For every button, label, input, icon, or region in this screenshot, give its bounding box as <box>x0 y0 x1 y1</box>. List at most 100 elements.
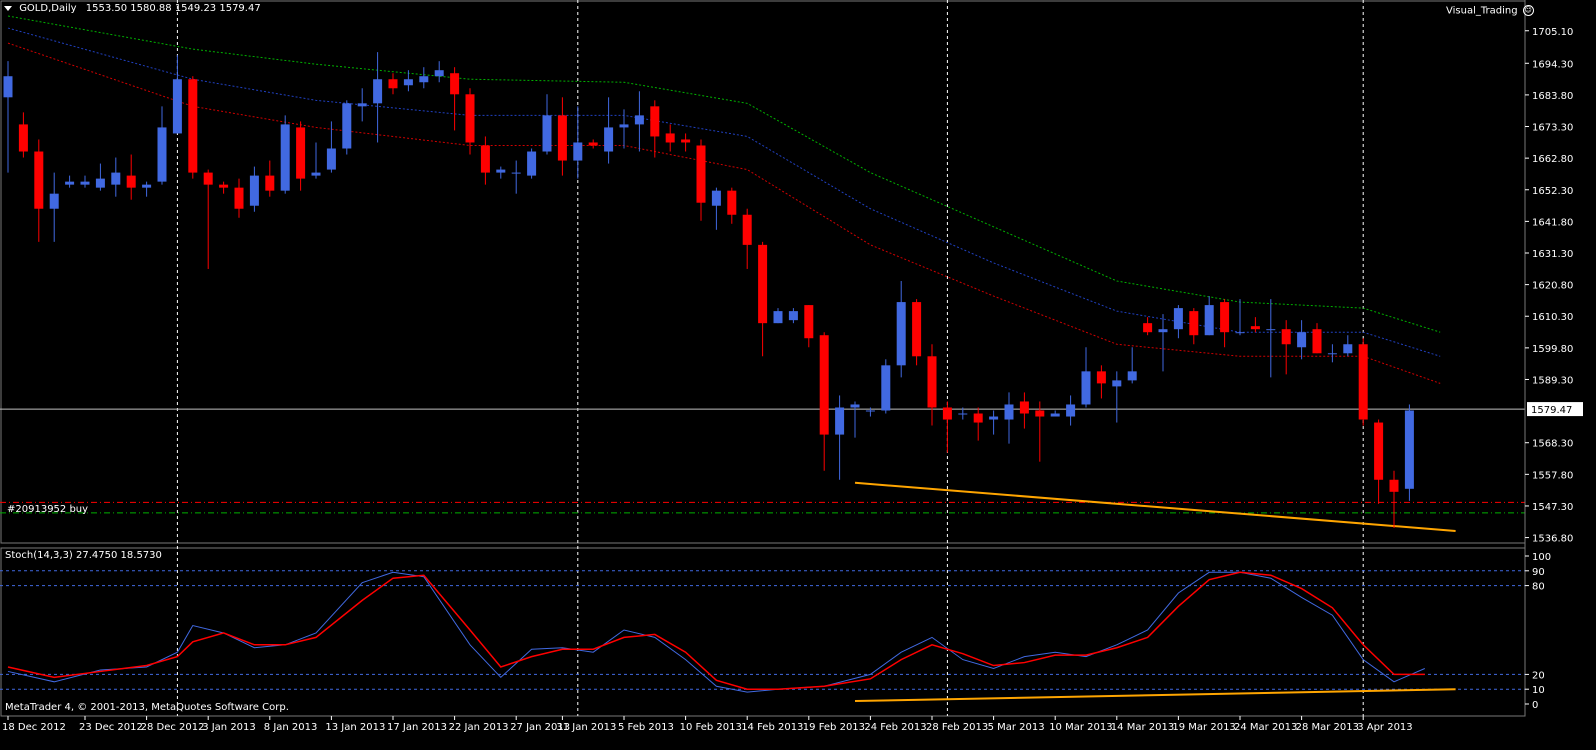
candle[interactable] <box>1081 347 1091 408</box>
candle[interactable] <box>958 407 968 420</box>
candle[interactable] <box>249 166 259 212</box>
candle[interactable] <box>835 395 845 480</box>
candle[interactable] <box>788 308 798 324</box>
candle[interactable] <box>34 139 44 242</box>
candle[interactable] <box>296 121 306 191</box>
stoch-main-line[interactable] <box>7 571 1425 693</box>
candle[interactable] <box>865 407 875 417</box>
candle[interactable] <box>1019 392 1029 429</box>
candle[interactable] <box>126 154 136 200</box>
candle[interactable] <box>1112 371 1122 423</box>
candle[interactable] <box>465 88 475 155</box>
candle[interactable] <box>1235 299 1245 336</box>
candle[interactable] <box>1374 419 1384 504</box>
candle[interactable] <box>234 178 244 218</box>
candle[interactable] <box>1389 470 1399 528</box>
candle[interactable] <box>1158 314 1168 372</box>
candle[interactable] <box>1173 305 1183 339</box>
candle[interactable] <box>496 166 506 179</box>
candle[interactable] <box>850 401 860 438</box>
candle[interactable] <box>1358 338 1368 426</box>
candle[interactable] <box>1096 365 1106 399</box>
candle[interactable] <box>311 142 321 179</box>
candle[interactable] <box>219 181 229 194</box>
candle[interactable] <box>80 175 90 188</box>
candle[interactable] <box>912 299 922 366</box>
candle[interactable] <box>727 187 737 224</box>
candle[interactable] <box>95 163 105 191</box>
candle[interactable] <box>172 55 182 134</box>
order-label[interactable]: #20913952 buy <box>7 504 89 515</box>
candle[interactable] <box>65 175 75 188</box>
candle[interactable] <box>1281 320 1291 375</box>
candle[interactable] <box>434 61 444 83</box>
candle[interactable] <box>111 157 121 197</box>
candle[interactable] <box>1004 392 1014 444</box>
candle[interactable] <box>942 401 952 453</box>
candle[interactable] <box>634 91 644 152</box>
candle[interactable] <box>681 133 691 152</box>
candle[interactable] <box>527 148 537 179</box>
candle[interactable] <box>357 88 367 122</box>
candle[interactable] <box>1066 395 1076 426</box>
stoch-trendline[interactable] <box>854 688 1456 703</box>
candle[interactable] <box>49 172 59 242</box>
candle[interactable] <box>157 106 167 185</box>
current-price-tag[interactable] <box>1527 402 1583 417</box>
candle[interactable] <box>1327 344 1337 363</box>
candle[interactable] <box>480 136 490 185</box>
candle[interactable] <box>142 181 152 197</box>
candle[interactable] <box>1220 299 1230 348</box>
candle[interactable] <box>203 169 213 269</box>
candle[interactable] <box>18 112 28 158</box>
candle[interactable] <box>819 332 829 471</box>
candle[interactable] <box>927 344 937 426</box>
candle[interactable] <box>604 97 614 164</box>
candle[interactable] <box>450 67 460 131</box>
candle[interactable] <box>326 121 336 173</box>
candle[interactable] <box>1204 296 1214 336</box>
candle[interactable] <box>758 241 768 357</box>
candle[interactable] <box>665 124 675 152</box>
trendline[interactable] <box>854 481 1456 532</box>
candle[interactable] <box>1250 317 1260 333</box>
candle[interactable] <box>650 100 660 158</box>
candle[interactable] <box>573 106 583 179</box>
candle[interactable] <box>773 308 783 324</box>
candle[interactable] <box>419 67 429 89</box>
candle[interactable] <box>403 70 413 92</box>
candle[interactable] <box>804 305 814 348</box>
candle[interactable] <box>557 97 567 176</box>
candle[interactable] <box>1266 299 1276 378</box>
candle[interactable] <box>711 187 721 230</box>
candle[interactable] <box>1143 317 1153 336</box>
candle[interactable] <box>542 94 552 155</box>
candle[interactable] <box>342 100 352 155</box>
candle[interactable] <box>1404 404 1414 501</box>
candle[interactable] <box>881 359 891 414</box>
candle[interactable] <box>896 281 906 378</box>
candle[interactable] <box>188 76 198 179</box>
triangle-down-icon[interactable] <box>4 5 12 11</box>
candle[interactable] <box>1050 410 1060 417</box>
candle[interactable] <box>989 410 999 435</box>
candle[interactable] <box>588 139 598 149</box>
candle[interactable] <box>3 61 13 173</box>
candle[interactable] <box>1127 347 1137 384</box>
moving-average-line[interactable] <box>7 27 1441 357</box>
candle[interactable] <box>696 139 706 221</box>
indicator-label[interactable]: Stoch(14,3,3) 27.4750 18.5730 <box>5 550 162 561</box>
candle[interactable] <box>1035 401 1045 462</box>
candle[interactable] <box>742 208 752 269</box>
moving-average-line[interactable] <box>7 42 1441 384</box>
candle[interactable] <box>511 160 521 194</box>
candle[interactable] <box>388 73 398 95</box>
candle[interactable] <box>973 407 983 441</box>
candle[interactable] <box>373 52 383 143</box>
candle[interactable] <box>1343 335 1353 357</box>
moving-average-line[interactable] <box>7 15 1441 333</box>
stoch-signal-line[interactable] <box>7 571 1425 690</box>
candle[interactable] <box>265 160 275 197</box>
